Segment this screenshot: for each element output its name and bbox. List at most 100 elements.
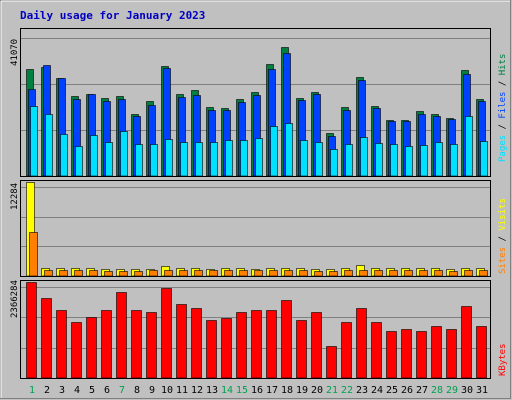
pages-bar-27 <box>420 145 428 177</box>
kbytes-bar-23 <box>356 308 367 379</box>
legend-hits: Hits <box>498 54 508 76</box>
day-label-8: 8 <box>134 385 140 396</box>
kbytes-bar-31 <box>476 326 487 379</box>
pages-bar-20 <box>315 142 323 177</box>
kbytes-bar-20 <box>311 312 322 379</box>
day-label-19: 19 <box>296 385 308 396</box>
middle-legend: Sites / Visits <box>498 198 508 274</box>
sites-bar-8 <box>134 271 143 277</box>
kbytes-bar-9 <box>146 312 157 379</box>
pages-bar-28 <box>435 142 443 177</box>
day-label-15: 15 <box>236 385 248 396</box>
pages-bar-17 <box>270 126 278 177</box>
day-label-27: 27 <box>416 385 428 396</box>
day-label-10: 10 <box>161 385 173 396</box>
sites-bar-22 <box>344 270 353 277</box>
legend-kbytes: KBytes <box>498 343 508 376</box>
pages-bar-19 <box>300 140 308 177</box>
kbytes-bar-16 <box>251 310 262 379</box>
day-label-1: 1 <box>29 385 35 396</box>
legend-sites: Sites <box>498 247 508 274</box>
pages-bar-6 <box>105 142 113 177</box>
kbytes-bar-7 <box>116 292 127 379</box>
pages-bar-16 <box>255 138 263 177</box>
pages-bar-13 <box>210 142 218 177</box>
sites-bar-18 <box>284 270 293 277</box>
kbytes-bar-28 <box>431 326 442 379</box>
kbytes-bar-25 <box>386 331 397 379</box>
day-label-5: 5 <box>89 385 95 396</box>
pages-bar-24 <box>375 143 383 177</box>
day-label-4: 4 <box>74 385 80 396</box>
pages-bar-21 <box>330 149 338 177</box>
pages-bar-9 <box>150 144 158 177</box>
kbytes-bar-22 <box>341 322 352 379</box>
pages-bar-31 <box>480 141 488 177</box>
day-label-31: 31 <box>476 385 488 396</box>
sites-bar-12 <box>194 270 203 277</box>
sites-bar-26 <box>404 270 413 277</box>
sites-bar-9 <box>149 270 158 277</box>
visits-sites-panel <box>20 180 491 277</box>
kbytes-bar-17 <box>266 310 277 379</box>
kbytes-bar-2 <box>41 298 52 379</box>
sites-bar-24 <box>374 270 383 277</box>
kbytes-bar-21 <box>326 346 337 379</box>
day-label-22: 22 <box>341 385 353 396</box>
kbytes-bar-12 <box>191 308 202 379</box>
kbytes-bar-18 <box>281 300 292 379</box>
pages-bar-1 <box>30 106 38 177</box>
sites-bar-6 <box>104 271 113 277</box>
day-label-24: 24 <box>371 385 383 396</box>
top-legend: Pages / Files / Hits <box>498 54 508 162</box>
sites-bar-20 <box>314 271 323 277</box>
day-label-28: 28 <box>431 385 443 396</box>
sites-bar-29 <box>449 271 458 277</box>
day-label-21: 21 <box>326 385 338 396</box>
day-label-30: 30 <box>461 385 473 396</box>
sites-bar-10 <box>164 270 173 277</box>
pages-bar-18 <box>285 123 293 177</box>
kbytes-bar-8 <box>131 310 142 379</box>
day-label-25: 25 <box>386 385 398 396</box>
sites-bar-16 <box>254 270 263 277</box>
middle-ymax-label: 12284 <box>10 183 20 210</box>
pages-bar-26 <box>405 146 413 177</box>
day-label-14: 14 <box>221 385 233 396</box>
sites-bar-30 <box>464 270 473 277</box>
day-label-23: 23 <box>356 385 368 396</box>
kbytes-bar-14 <box>221 318 232 379</box>
kbytes-bar-19 <box>296 320 307 379</box>
pages-bar-7 <box>120 131 128 177</box>
bottom-legend: KBytes <box>498 343 508 376</box>
day-label-7: 7 <box>119 385 125 396</box>
kbytes-bar-27 <box>416 331 427 379</box>
legend-visits: Visits <box>498 198 508 231</box>
sites-bar-5 <box>89 270 98 277</box>
day-label-29: 29 <box>446 385 458 396</box>
sites-bar-14 <box>224 270 233 277</box>
top-ymax-label: 41070 <box>10 39 20 66</box>
pages-bar-22 <box>345 144 353 177</box>
kbytes-bar-24 <box>371 322 382 379</box>
sites-bar-17 <box>269 270 278 277</box>
sites-bar-4 <box>74 270 83 277</box>
pages-bar-5 <box>90 135 98 177</box>
day-label-9: 9 <box>149 385 155 396</box>
sites-bar-27 <box>419 270 428 277</box>
pages-bar-11 <box>180 142 188 177</box>
sites-bar-7 <box>119 271 128 277</box>
pages-bar-10 <box>165 139 173 177</box>
day-label-12: 12 <box>191 385 203 396</box>
kbytes-bar-13 <box>206 320 217 379</box>
bars <box>26 47 488 379</box>
day-label-13: 13 <box>206 385 218 396</box>
pages-bar-4 <box>75 146 83 177</box>
day-label-18: 18 <box>281 385 293 396</box>
kbytes-bar-5 <box>86 317 97 379</box>
pages-bar-8 <box>135 144 143 177</box>
kbytes-bar-1 <box>26 282 37 379</box>
pages-bar-23 <box>360 137 368 177</box>
day-label-16: 16 <box>251 385 263 396</box>
day-label-3: 3 <box>59 385 65 396</box>
